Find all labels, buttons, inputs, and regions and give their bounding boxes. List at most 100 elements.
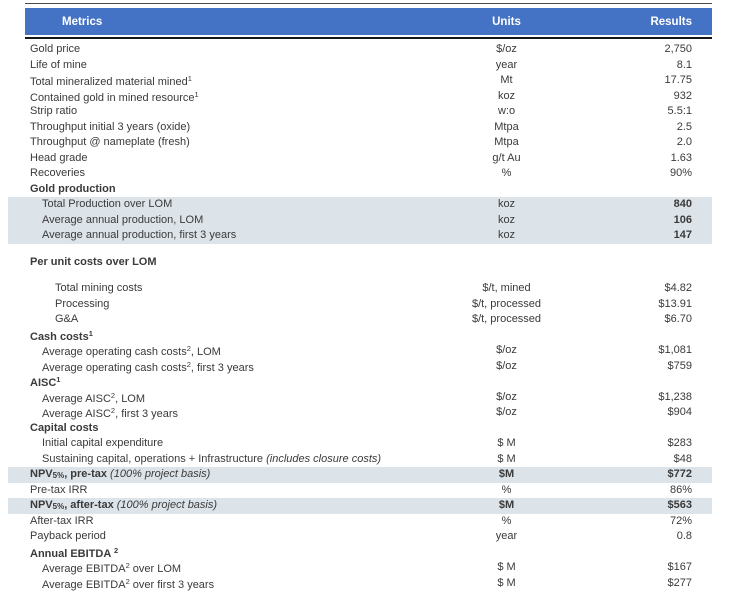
metric-cell: Throughput initial 3 years (oxide) bbox=[8, 120, 420, 136]
result-cell: 2.5 bbox=[676, 120, 692, 133]
table-row: Life of mine year 8.1 bbox=[8, 58, 712, 74]
result-cell: 106 bbox=[673, 213, 692, 226]
footnote-superscript: 1 bbox=[56, 375, 61, 384]
table-row: Throughput @ nameplate (fresh) Mtpa 2.0 bbox=[8, 135, 712, 151]
result-cell: 840 bbox=[673, 198, 692, 210]
table-row: NPV5%, pre-tax (100% project basis) $M $77… bbox=[8, 467, 712, 483]
table-row: Initial capital expenditure $ M $283 bbox=[8, 436, 712, 452]
footnote-superscript: 2 bbox=[110, 406, 116, 415]
table-row: Annual EBITDA 2 bbox=[8, 545, 712, 561]
table-row: AISC1 bbox=[8, 374, 712, 390]
header-results: Results bbox=[650, 15, 692, 28]
metric-cell: Pre-tax IRR bbox=[8, 483, 420, 499]
metric-cell: Annual EBITDA 2 bbox=[8, 543, 420, 563]
unit-cell: koz bbox=[497, 198, 516, 210]
unit-cell: $ M bbox=[497, 437, 516, 449]
metric-label-part: Per unit costs over LOM bbox=[30, 255, 157, 268]
unit-cell: $/t, processed bbox=[471, 313, 542, 325]
metric-label-part: NPV bbox=[30, 467, 53, 480]
metric-cell: Average annual production, first 3 years bbox=[8, 228, 420, 244]
unit-cell: $/oz bbox=[496, 406, 517, 418]
unit-cell: koz bbox=[497, 89, 516, 102]
unit-cell: % bbox=[501, 514, 512, 527]
unit-cell: year bbox=[495, 58, 518, 71]
unit-cell: Mtpa bbox=[494, 120, 519, 133]
result-cell: $277 bbox=[667, 576, 692, 589]
table-row: Total mining costs $/t, mined $4.82 bbox=[8, 281, 712, 297]
metric-cell: Average operating cash costs2, first 3 y… bbox=[8, 357, 420, 377]
result-cell: 17.75 bbox=[664, 74, 692, 86]
result-cell: $283 bbox=[667, 437, 692, 449]
metric-label-part: Total mineralized material mined bbox=[30, 76, 188, 88]
metric-cell: Average operating cash costs2, LOM bbox=[8, 341, 420, 361]
table-body: Gold price $/oz 2,750 Life of mine year 8.1 To… bbox=[8, 42, 712, 591]
unit-cell: $ M bbox=[497, 561, 516, 573]
footnote-superscript: 2 bbox=[125, 561, 130, 570]
metric-label-part: over first 3 years bbox=[129, 578, 215, 591]
metric-label-part: G&A bbox=[55, 313, 79, 325]
result-cell: $759 bbox=[667, 359, 692, 372]
result-cell: $904 bbox=[667, 406, 692, 418]
result-cell: 932 bbox=[673, 89, 692, 102]
metric-label-part: Cash costs bbox=[30, 330, 89, 343]
unit-cell: koz bbox=[497, 229, 516, 241]
table-row: Average annual production, first 3 years… bbox=[8, 228, 712, 244]
metric-cell: AISC1 bbox=[8, 372, 420, 392]
table-row: Strip ratio w:o 5.5:1 bbox=[8, 104, 712, 120]
metric-label-part: Payback period bbox=[30, 530, 106, 542]
metric-label-part: Strip ratio bbox=[30, 105, 78, 117]
metric-label-part: Total mining costs bbox=[55, 282, 143, 294]
table-row: Average AISC2, first 3 years $/oz $904 bbox=[8, 405, 712, 421]
table-row: Total Production over LOM koz 840 bbox=[8, 197, 712, 213]
metric-cell: Total Production over LOM bbox=[8, 197, 420, 213]
subscript-text: 5% bbox=[52, 501, 65, 511]
metric-label-part: Average EBITDA bbox=[42, 563, 126, 575]
result-cell: 5.5:1 bbox=[667, 105, 692, 117]
unit-cell: $/oz bbox=[496, 359, 517, 372]
table-row: Head grade g/t Au 1.63 bbox=[8, 151, 712, 167]
metric-cell: Average annual production, LOM bbox=[8, 213, 420, 229]
metric-label-part: After-tax IRR bbox=[30, 514, 94, 527]
table-row: Average EBITDA2 over first 3 years $ M $27… bbox=[8, 576, 712, 592]
metric-label-part: Life of mine bbox=[30, 58, 87, 71]
metric-cell: Recoveries bbox=[8, 166, 420, 182]
table-row: Average EBITDA2 over LOM $ M $167 bbox=[8, 560, 712, 576]
footnote-superscript: 2 bbox=[186, 359, 191, 369]
unit-cell: $ M bbox=[497, 576, 516, 589]
unit-cell: g/t Au bbox=[492, 151, 521, 164]
result-cell: $167 bbox=[667, 561, 692, 573]
result-cell: $4.82 bbox=[664, 282, 692, 294]
metric-cell: Head grade bbox=[8, 151, 420, 167]
metric-cell: After-tax IRR bbox=[8, 514, 420, 530]
unit-cell: $/t, mined bbox=[482, 282, 531, 294]
metric-label-part: Pre-tax IRR bbox=[30, 483, 88, 496]
table-row: NPV5%, after-tax (100% project basis) $M $… bbox=[8, 498, 712, 514]
subscript-text: 5% bbox=[52, 470, 65, 480]
metric-label-part: , pre-tax bbox=[64, 467, 111, 480]
metric-label-part: , LOM bbox=[115, 392, 146, 405]
metric-cell: Average AISC2, LOM bbox=[8, 388, 420, 408]
metric-label-part: Throughput initial 3 years (oxide) bbox=[30, 120, 191, 133]
metric-label-part: Average AISC bbox=[42, 408, 111, 420]
metric-label-part: Average annual production, LOM bbox=[42, 213, 204, 226]
unit-cell: $/t, processed bbox=[471, 297, 542, 310]
metric-cell: Initial capital expenditure bbox=[8, 436, 420, 452]
metric-cell: Average EBITDA2 over first 3 years bbox=[8, 574, 420, 594]
metric-cell: Gold price bbox=[8, 42, 420, 58]
metric-label-part: over LOM bbox=[129, 563, 182, 575]
unit-cell: Mtpa bbox=[494, 136, 519, 148]
metric-cell: Throughput @ nameplate (fresh) bbox=[8, 135, 420, 151]
table-row: Contained gold in mined resource1 koz 932 bbox=[8, 89, 712, 105]
table-row: Average annual production, LOM koz 106 bbox=[8, 212, 712, 229]
metric-label-part: , first 3 years bbox=[190, 361, 254, 374]
metric-cell: Average EBITDA2 over LOM bbox=[8, 558, 420, 578]
table-row: Average AISC2, LOM $/oz $1,238 bbox=[8, 390, 712, 406]
metric-cell: Strip ratio bbox=[8, 104, 420, 120]
metric-label-part: Gold production bbox=[30, 182, 116, 195]
result-cell: $6.70 bbox=[664, 313, 692, 325]
metric-label-part: Recoveries bbox=[30, 167, 86, 179]
result-cell: 2,750 bbox=[664, 43, 692, 55]
unit-cell: $M bbox=[498, 499, 515, 511]
metric-label-part: Average AISC bbox=[42, 392, 111, 405]
result-cell: $48 bbox=[673, 452, 692, 465]
